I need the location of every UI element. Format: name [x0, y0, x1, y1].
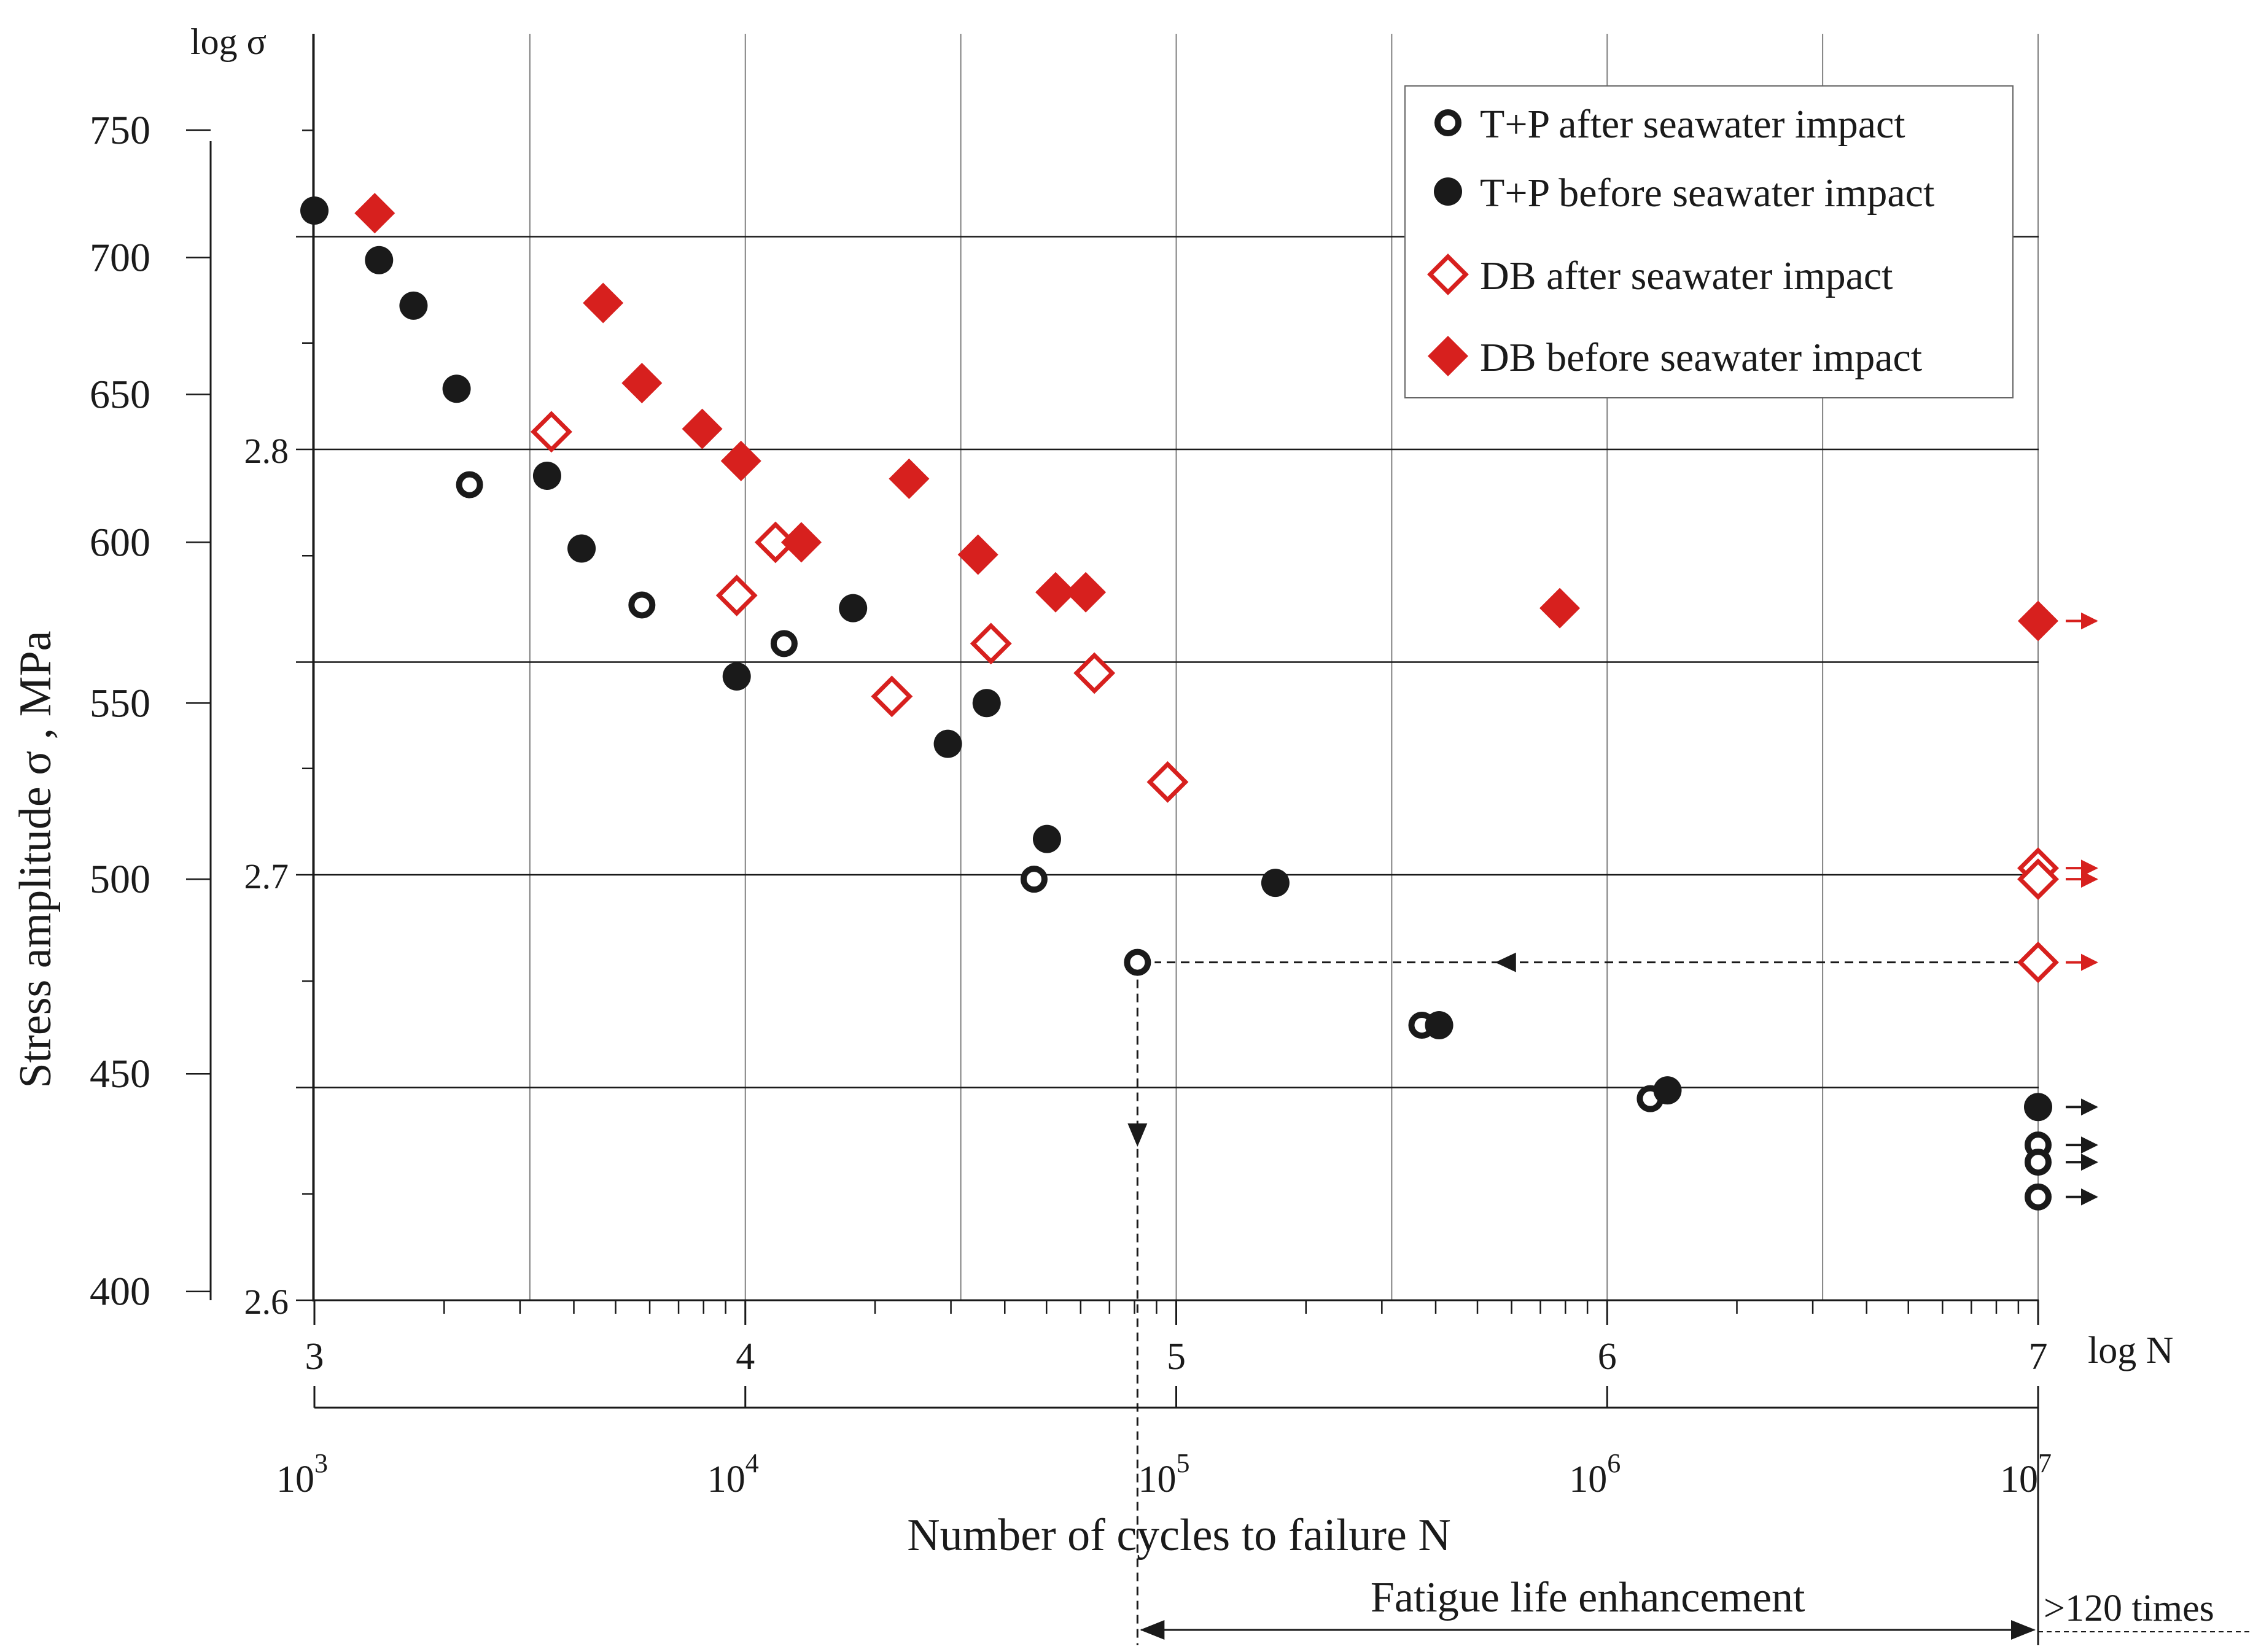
log-n-tick-label: 3: [305, 1336, 324, 1378]
stress-tick-label: 600: [90, 520, 150, 565]
db-before-point: [780, 522, 822, 563]
n-tick-label: 106: [1569, 1448, 1621, 1500]
n-tick-exponent: 3: [314, 1448, 328, 1478]
tp-before-point: [1261, 869, 1290, 898]
n-tick-base: 10: [276, 1459, 314, 1500]
stress-tick-label: 700: [90, 235, 150, 280]
tp-before-point: [300, 196, 329, 225]
tp-after-point: [628, 591, 656, 619]
log-sigma-tick-label: 2.8: [244, 431, 289, 471]
stress-tick-label: 750: [90, 108, 150, 153]
legend-marker: [1434, 177, 1462, 206]
db-before-point: [682, 408, 723, 449]
tp-before-point: [2024, 1093, 2052, 1122]
guide-arrowhead-down: [1127, 1123, 1148, 1147]
tp-before-point: [722, 662, 751, 691]
db-after-point: [1073, 652, 1116, 694]
tp-before-point: [442, 374, 471, 403]
n-tick-label: 104: [707, 1448, 759, 1500]
db-before-point: [2018, 600, 2058, 642]
tp-before-point: [933, 729, 962, 758]
n-tick-base: 10: [1138, 1459, 1177, 1500]
legend-label: T+P after seawater impact: [1480, 102, 1905, 147]
log-n-tick-label: 5: [1167, 1336, 1186, 1378]
log-sigma-tick-label: 2.7: [244, 856, 289, 896]
tp-after-point: [1124, 948, 1151, 976]
stress-tick-label: 500: [90, 857, 150, 902]
db-before-point: [354, 193, 395, 234]
legend-marker: [1428, 336, 1468, 376]
n-tick-base: 10: [2000, 1459, 2038, 1500]
data-markers: [300, 193, 2098, 1211]
legend-label: DB after seawater impact: [1480, 254, 1893, 298]
fatigue-life-enhancement-label: Fatigue life enhancement: [1371, 1574, 1805, 1621]
db-after-point: [1146, 761, 1189, 803]
tp-before-point: [1425, 1011, 1454, 1040]
tp-after-point: [2025, 1149, 2052, 1176]
stress-tick-label: 450: [90, 1052, 150, 1096]
tp-after-point: [1020, 866, 1048, 893]
db-after-point: [2017, 941, 2059, 983]
tp-before-point: [567, 534, 596, 563]
stress-tick-label: 550: [90, 681, 150, 726]
log-n-tick-label: 4: [736, 1336, 755, 1378]
tp-before-point: [839, 594, 868, 622]
tp-before-point: [532, 462, 561, 491]
legend-label: T+P before seawater impact: [1480, 171, 1934, 215]
stress-tick-label: 400: [90, 1270, 150, 1314]
legend: T+P after seawater impact T+P before seaw…: [1404, 85, 2014, 398]
db-after-point: [970, 622, 1012, 665]
db-before-point: [889, 458, 930, 499]
log-sigma-tick-label: 2.6: [244, 1282, 289, 1322]
tp-before-point: [1032, 824, 1061, 853]
y-axis-top-label: log σ: [190, 21, 267, 62]
tp-after-point: [456, 471, 483, 498]
axes: [186, 34, 2039, 1409]
db-before-point: [583, 282, 624, 324]
n-tick-exponent: 6: [1607, 1448, 1621, 1478]
enhancement-arrowhead-right: [2011, 1620, 2036, 1640]
db-after-point: [531, 411, 572, 453]
ratio-label: >120 times: [2044, 1588, 2214, 1629]
n-tick-base: 10: [1569, 1459, 1607, 1500]
db-before-point: [621, 363, 663, 404]
n-tick-exponent: 4: [745, 1448, 759, 1478]
tp-before-point: [972, 689, 1001, 718]
n-tick-exponent: 7: [2038, 1448, 2052, 1478]
n-tick-label: 103: [276, 1448, 328, 1500]
db-before-point: [1539, 588, 1581, 629]
annotations: Fatigue life enhancement >120 times: [1127, 952, 2251, 1645]
log-n-tick-label: 6: [1598, 1336, 1617, 1378]
stress-tick-label: 650: [90, 373, 150, 417]
n-tick-exponent: 5: [1177, 1448, 1190, 1478]
n-tick-label: 105: [1138, 1448, 1190, 1500]
db-before-point: [720, 440, 761, 481]
db-before-point: [957, 534, 998, 575]
db-after-point: [715, 574, 758, 616]
db-before-point: [1065, 572, 1107, 613]
tp-after-point: [770, 630, 798, 657]
x-axis-right-label: log N: [2088, 1330, 2174, 1371]
legend-label: DB before seawater impact: [1480, 335, 1922, 380]
db-after-point: [871, 675, 913, 718]
guide-arrowhead-left: [1495, 952, 1516, 972]
db-after-point: [2017, 858, 2059, 901]
n-tick-label: 107: [2000, 1448, 2052, 1500]
tp-before-point: [399, 291, 428, 320]
legend-marker: [1434, 109, 1461, 136]
tp-before-point: [365, 246, 394, 274]
legend-box: [1404, 85, 2014, 398]
enhancement-arrowhead-left: [1140, 1620, 1165, 1640]
tp-before-point: [1653, 1076, 1682, 1105]
n-tick-base: 10: [707, 1459, 745, 1500]
legend-marker: [1427, 254, 1469, 295]
x-axis-title: Number of cycles to failure N: [907, 1510, 1451, 1561]
tp-after-point: [2025, 1183, 2052, 1211]
db-before-point: [1035, 572, 1076, 613]
log-n-tick-label: 7: [2029, 1336, 2048, 1378]
y-axis-title: Stress amplitude σ , MPa: [10, 631, 61, 1088]
